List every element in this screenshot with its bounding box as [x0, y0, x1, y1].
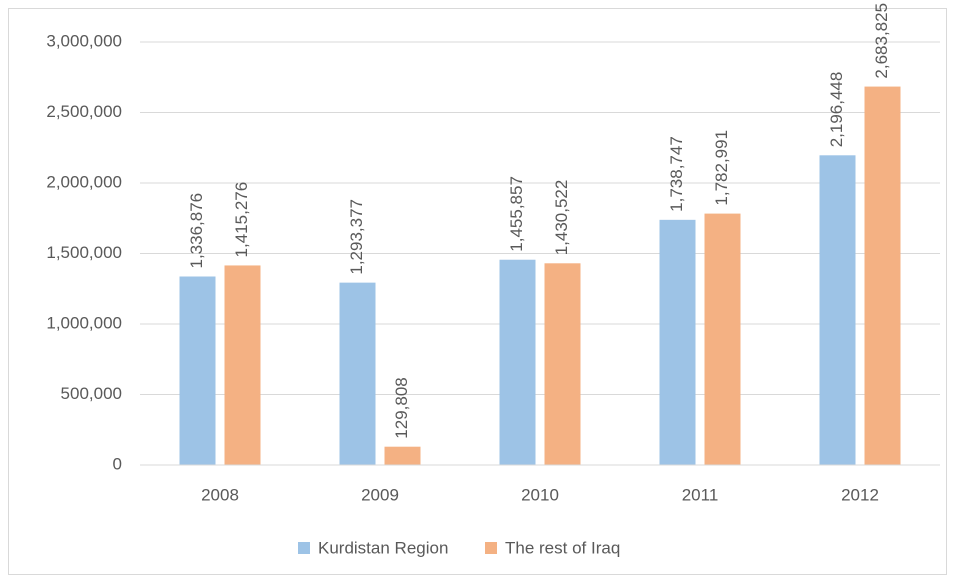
y-tick-label: 500,000 — [61, 384, 122, 403]
data-label: 2,196,448 — [827, 72, 846, 148]
bar — [384, 446, 421, 465]
data-label: 1,782,991 — [712, 130, 731, 206]
x-tick-label: 2012 — [841, 485, 879, 504]
bar — [224, 265, 261, 465]
data-label: 1,336,876 — [187, 193, 206, 269]
data-label: 1,455,857 — [507, 176, 526, 252]
x-tick-label: 2009 — [361, 485, 399, 504]
x-tick-label: 2011 — [682, 485, 719, 504]
bar — [659, 219, 696, 465]
y-tick-label: 0 — [113, 454, 122, 473]
y-tick-label: 1,500,000 — [46, 243, 122, 262]
x-tick-label: 2010 — [521, 485, 559, 504]
data-label: 1,293,377 — [347, 199, 366, 275]
legend-label: Kurdistan Region — [318, 538, 448, 557]
legend-label: The rest of Iraq — [505, 538, 620, 557]
legend-swatch — [485, 542, 497, 554]
y-tick-label: 3,000,000 — [46, 31, 122, 50]
y-tick-label: 1,000,000 — [46, 313, 122, 332]
bar — [499, 259, 536, 465]
bar — [339, 282, 376, 465]
bar — [544, 263, 581, 465]
chart-frame — [8, 8, 947, 575]
data-label: 1,738,747 — [667, 136, 686, 212]
legend-swatch — [298, 542, 310, 554]
bar — [179, 276, 216, 465]
data-label: 1,415,276 — [232, 182, 251, 258]
data-label: 2,683,825 — [872, 3, 891, 79]
bar — [819, 155, 856, 465]
bar — [704, 213, 741, 465]
bar — [864, 86, 901, 465]
y-tick-label: 2,500,000 — [46, 102, 122, 121]
y-tick-label: 2,000,000 — [46, 172, 122, 191]
data-label: 129,808 — [392, 377, 411, 438]
data-label: 1,430,522 — [552, 180, 571, 256]
x-tick-label: 2008 — [201, 485, 239, 504]
